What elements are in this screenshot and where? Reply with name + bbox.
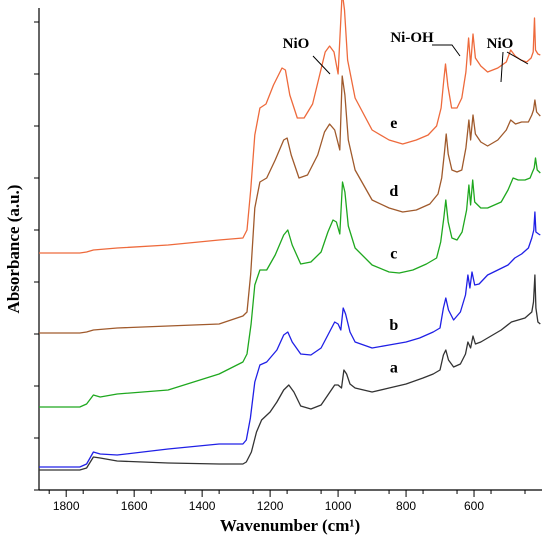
series-line-d (39, 75, 541, 334)
y-axis-title: Absorbance (a.u.) (4, 185, 23, 314)
annotation-leader (506, 51, 529, 65)
annotation-leader (432, 44, 461, 57)
x-tick-label: 600 (464, 499, 484, 513)
annotation-leader (312, 55, 331, 75)
series-line-c (39, 157, 541, 408)
annotation-label: Ni-OH (390, 30, 434, 46)
x-tick-label: 1200 (257, 499, 284, 513)
curve-label-d: d (389, 183, 398, 200)
annotation-layer: NiO Ni-OH NiO (283, 30, 529, 83)
series-line-e (39, 0, 541, 254)
x-tick-label: 1400 (189, 499, 216, 513)
x-tick-label: 800 (396, 499, 416, 513)
x-tick-label: 1600 (121, 499, 148, 513)
annotation-label: NiO (487, 36, 514, 52)
series-layer (39, 0, 541, 471)
x-axis-ticks: 1800 1600 1400 1200 1000 800 600 (48, 490, 526, 513)
annotation-leader (500, 51, 504, 83)
y-axis-ticks (34, 21, 39, 491)
series-line-a (39, 274, 541, 471)
annotation-label: NiO (283, 36, 310, 52)
curve-label-layer: a b c d e (389, 115, 398, 376)
series-line-b (39, 211, 541, 468)
curve-label-b: b (389, 317, 398, 334)
curve-label-c: c (390, 246, 397, 263)
x-tick-label: 1800 (53, 499, 80, 513)
curve-label-a: a (390, 359, 398, 376)
x-tick-label: 1000 (325, 499, 352, 513)
plot-frame (38, 8, 542, 491)
x-axis-title: Wavenumber (cm¹) (220, 516, 360, 535)
curve-label-e: e (390, 115, 397, 132)
